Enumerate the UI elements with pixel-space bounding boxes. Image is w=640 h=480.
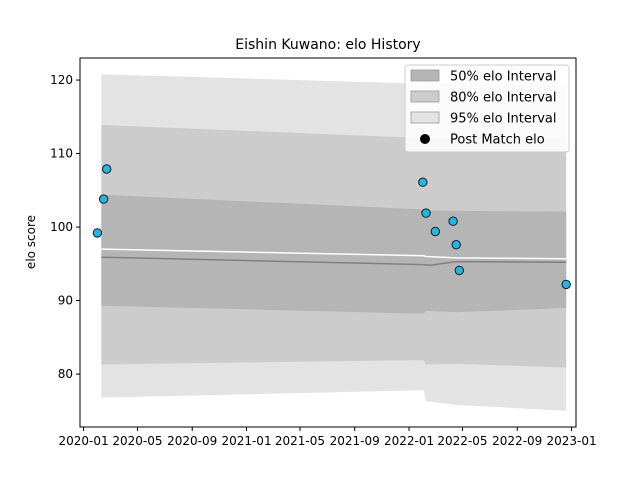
x-tick-label: 2022-09: [492, 434, 542, 448]
median-line: [101, 256, 567, 267]
x-tick-label: 2020-05: [112, 434, 162, 448]
legend-label: 50% elo Interval: [450, 70, 557, 85]
chart-title: Eishin Kuwano: elo History: [235, 37, 420, 53]
x-tick-label: 2021-09: [330, 434, 380, 448]
post-match-point: [421, 208, 431, 218]
plot-frame: [79, 57, 577, 428]
mean-line: [101, 248, 567, 260]
post-match-point: [561, 279, 571, 290]
legend-swatch: [410, 90, 440, 103]
post-match-point: [418, 177, 428, 187]
legend-label: 80% elo Interval: [450, 91, 557, 106]
legend-marker: [420, 134, 430, 144]
post-match-point: [454, 265, 464, 276]
y-tick-label: 90: [58, 294, 73, 308]
interval-bands: [101, 74, 567, 411]
post-match-point: [451, 240, 461, 250]
trend-lines: [101, 248, 567, 267]
post-match-point: [92, 228, 103, 238]
x-tick-label: 2021-05: [275, 434, 325, 448]
post-match-point: [430, 226, 440, 237]
x-tick-label: 2022-01: [384, 434, 434, 448]
legend-swatch: [410, 111, 440, 124]
y-tick-label: 120: [50, 73, 73, 87]
post-match-point: [98, 194, 109, 204]
legend: 50% elo Interval 80% elo Interval 95% elo …: [404, 64, 570, 153]
legend-label: 95% elo Interval: [450, 112, 557, 127]
y-axis-label: elo score: [24, 215, 38, 269]
y-tick-label: 80: [58, 367, 73, 381]
x-tick-label: 2020-09: [167, 434, 217, 448]
x-axis-ticks: 2020-01 2020-05 2020-09 2021-01 2021-05 2021-…: [58, 427, 597, 448]
y-tick-label: 110: [50, 147, 73, 161]
post-match-point: [448, 216, 458, 226]
x-tick-label: 2023-01: [546, 434, 596, 448]
y-axis-ticks: 80 90 100 110 120: [50, 73, 80, 381]
legend-box: [404, 64, 570, 153]
x-tick-label: 2022-05: [437, 434, 487, 448]
x-tick-label: 2021-01: [221, 434, 271, 448]
x-tick-label: 2020-01: [58, 434, 108, 448]
y-tick-label: 100: [50, 220, 73, 234]
post-match-points: [92, 164, 571, 290]
legend-label: Post Match elo: [450, 133, 545, 148]
legend-swatch: [410, 69, 440, 82]
post-match-point: [102, 164, 112, 174]
